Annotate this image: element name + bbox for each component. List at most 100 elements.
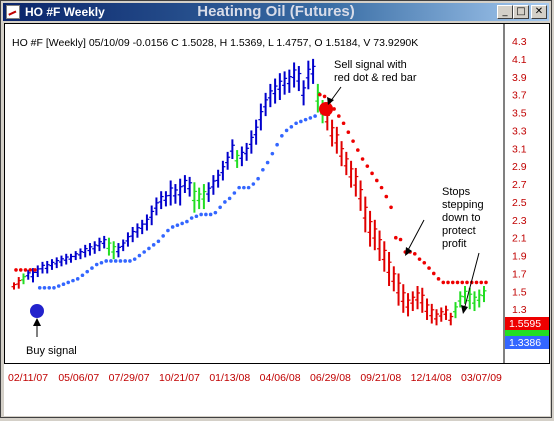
stop-dot xyxy=(118,259,123,263)
buy-annotation: Buy signal xyxy=(26,318,77,357)
stop-dot xyxy=(261,167,265,172)
minimize-button[interactable]: _ xyxy=(497,5,513,19)
price-bar xyxy=(334,126,340,154)
stop-dot xyxy=(365,164,370,168)
price-bar xyxy=(11,282,17,290)
stop-dot xyxy=(56,284,61,288)
stop-dot xyxy=(246,185,251,190)
date-tick-label: 02/11/07 xyxy=(8,372,48,384)
stop-dot xyxy=(142,250,146,254)
stop-dot xyxy=(147,246,151,251)
stop-dot xyxy=(360,157,365,161)
price-bar xyxy=(400,284,406,313)
stop-dot xyxy=(422,260,427,265)
title-bar[interactable]: HO #F Weekly Heatinng Oil (Futures) _ □ … xyxy=(3,3,549,21)
price-tick-label: 4.3 xyxy=(512,36,527,48)
price-bar xyxy=(220,160,226,181)
price-bar xyxy=(253,119,259,145)
price-bar xyxy=(239,146,245,167)
stop-dot xyxy=(398,237,403,242)
price-bar xyxy=(30,268,36,283)
price-bars xyxy=(11,58,487,326)
stop-dot xyxy=(375,178,379,183)
price-bar xyxy=(386,252,392,286)
price-bar xyxy=(20,273,26,285)
plot-frame xyxy=(4,23,550,364)
stop-dot xyxy=(232,191,237,195)
stop-dot xyxy=(379,185,384,190)
stop-dot xyxy=(417,257,422,261)
price-tick-label: 2.5 xyxy=(512,197,527,209)
price-bar xyxy=(310,58,316,84)
price-bar xyxy=(115,243,121,258)
price-tick-label: 4.1 xyxy=(512,54,527,66)
price-tick-label: 2.7 xyxy=(512,179,527,191)
date-tick-label: 12/14/08 xyxy=(411,372,452,384)
last-price-box-red xyxy=(505,317,549,330)
price-bar xyxy=(106,237,112,256)
stop-dot xyxy=(218,205,222,210)
price-tick-label: 3.1 xyxy=(512,143,527,155)
stop-dot xyxy=(42,285,47,290)
price-bar xyxy=(457,291,463,308)
stop-dot xyxy=(337,114,341,118)
price-bar xyxy=(16,277,22,289)
buy-signal-dot xyxy=(30,304,44,318)
chart-title: Heatinng Oil (Futures) xyxy=(197,3,355,20)
chart-area[interactable]: HO #F [Weekly] 05/10/09 -0.0156 C 1.5028… xyxy=(4,23,550,416)
stop-dot xyxy=(237,185,241,190)
price-bar xyxy=(225,151,231,170)
chart-app-icon[interactable] xyxy=(6,5,20,19)
price-bar xyxy=(134,223,140,238)
price-bar xyxy=(120,239,126,252)
stop-dot xyxy=(151,243,156,247)
price-bar xyxy=(177,178,183,206)
stop-dot xyxy=(166,228,170,233)
stop-dot xyxy=(289,125,294,129)
stop-dot xyxy=(156,239,161,244)
stop-dot xyxy=(427,266,431,270)
stop-dot xyxy=(446,280,450,285)
stop-dot xyxy=(431,271,436,276)
price-bar xyxy=(248,130,254,154)
price-bar xyxy=(39,261,45,274)
close-button[interactable]: ✕ xyxy=(531,5,547,19)
stop-dot xyxy=(322,94,327,99)
stop-dot xyxy=(185,219,189,224)
price-bar xyxy=(419,287,425,313)
last-price-box-blue xyxy=(505,336,549,349)
stop-dot xyxy=(384,194,389,199)
price-bar xyxy=(191,182,197,213)
stop-dot xyxy=(85,269,90,274)
price-bar xyxy=(77,248,83,260)
date-axis-labels: 02/11/07 05/06/07 07/29/07 10/21/07 01/13/08… xyxy=(8,372,502,384)
price-bar xyxy=(305,60,311,90)
maximize-button[interactable]: □ xyxy=(513,5,529,19)
stop-dot xyxy=(484,280,488,285)
price-bar xyxy=(438,307,444,322)
stops-annotation-line-4: protect xyxy=(442,225,476,237)
date-tick-label: 01/13/08 xyxy=(209,372,250,384)
stop-dot xyxy=(256,176,260,181)
price-tick-label: 1.3 xyxy=(512,304,527,316)
stop-dot xyxy=(33,268,37,272)
stop-dot xyxy=(213,210,218,215)
price-bar xyxy=(267,83,273,108)
price-tick-label: 3.7 xyxy=(512,90,527,102)
price-bar xyxy=(348,160,354,188)
price-chart[interactable]: HO #F [Weekly] 05/10/09 -0.0156 C 1.5028… xyxy=(4,23,550,416)
stop-dot xyxy=(450,280,455,285)
stop-dot xyxy=(199,212,203,217)
sell-annotation-line-1: Sell signal with xyxy=(334,59,407,71)
stop-dot xyxy=(389,205,393,210)
stop-dot xyxy=(161,234,165,238)
stop-dot xyxy=(284,128,289,133)
stops-annotation: Stops stepping down to protect profit xyxy=(405,186,484,314)
stop-dot xyxy=(299,119,303,124)
price-bar xyxy=(272,78,278,104)
stop-dot xyxy=(294,121,298,126)
stop-dot xyxy=(37,285,42,290)
price-bar xyxy=(172,184,178,204)
price-tick-label: 3.9 xyxy=(512,72,527,84)
stop-dot xyxy=(175,223,180,227)
